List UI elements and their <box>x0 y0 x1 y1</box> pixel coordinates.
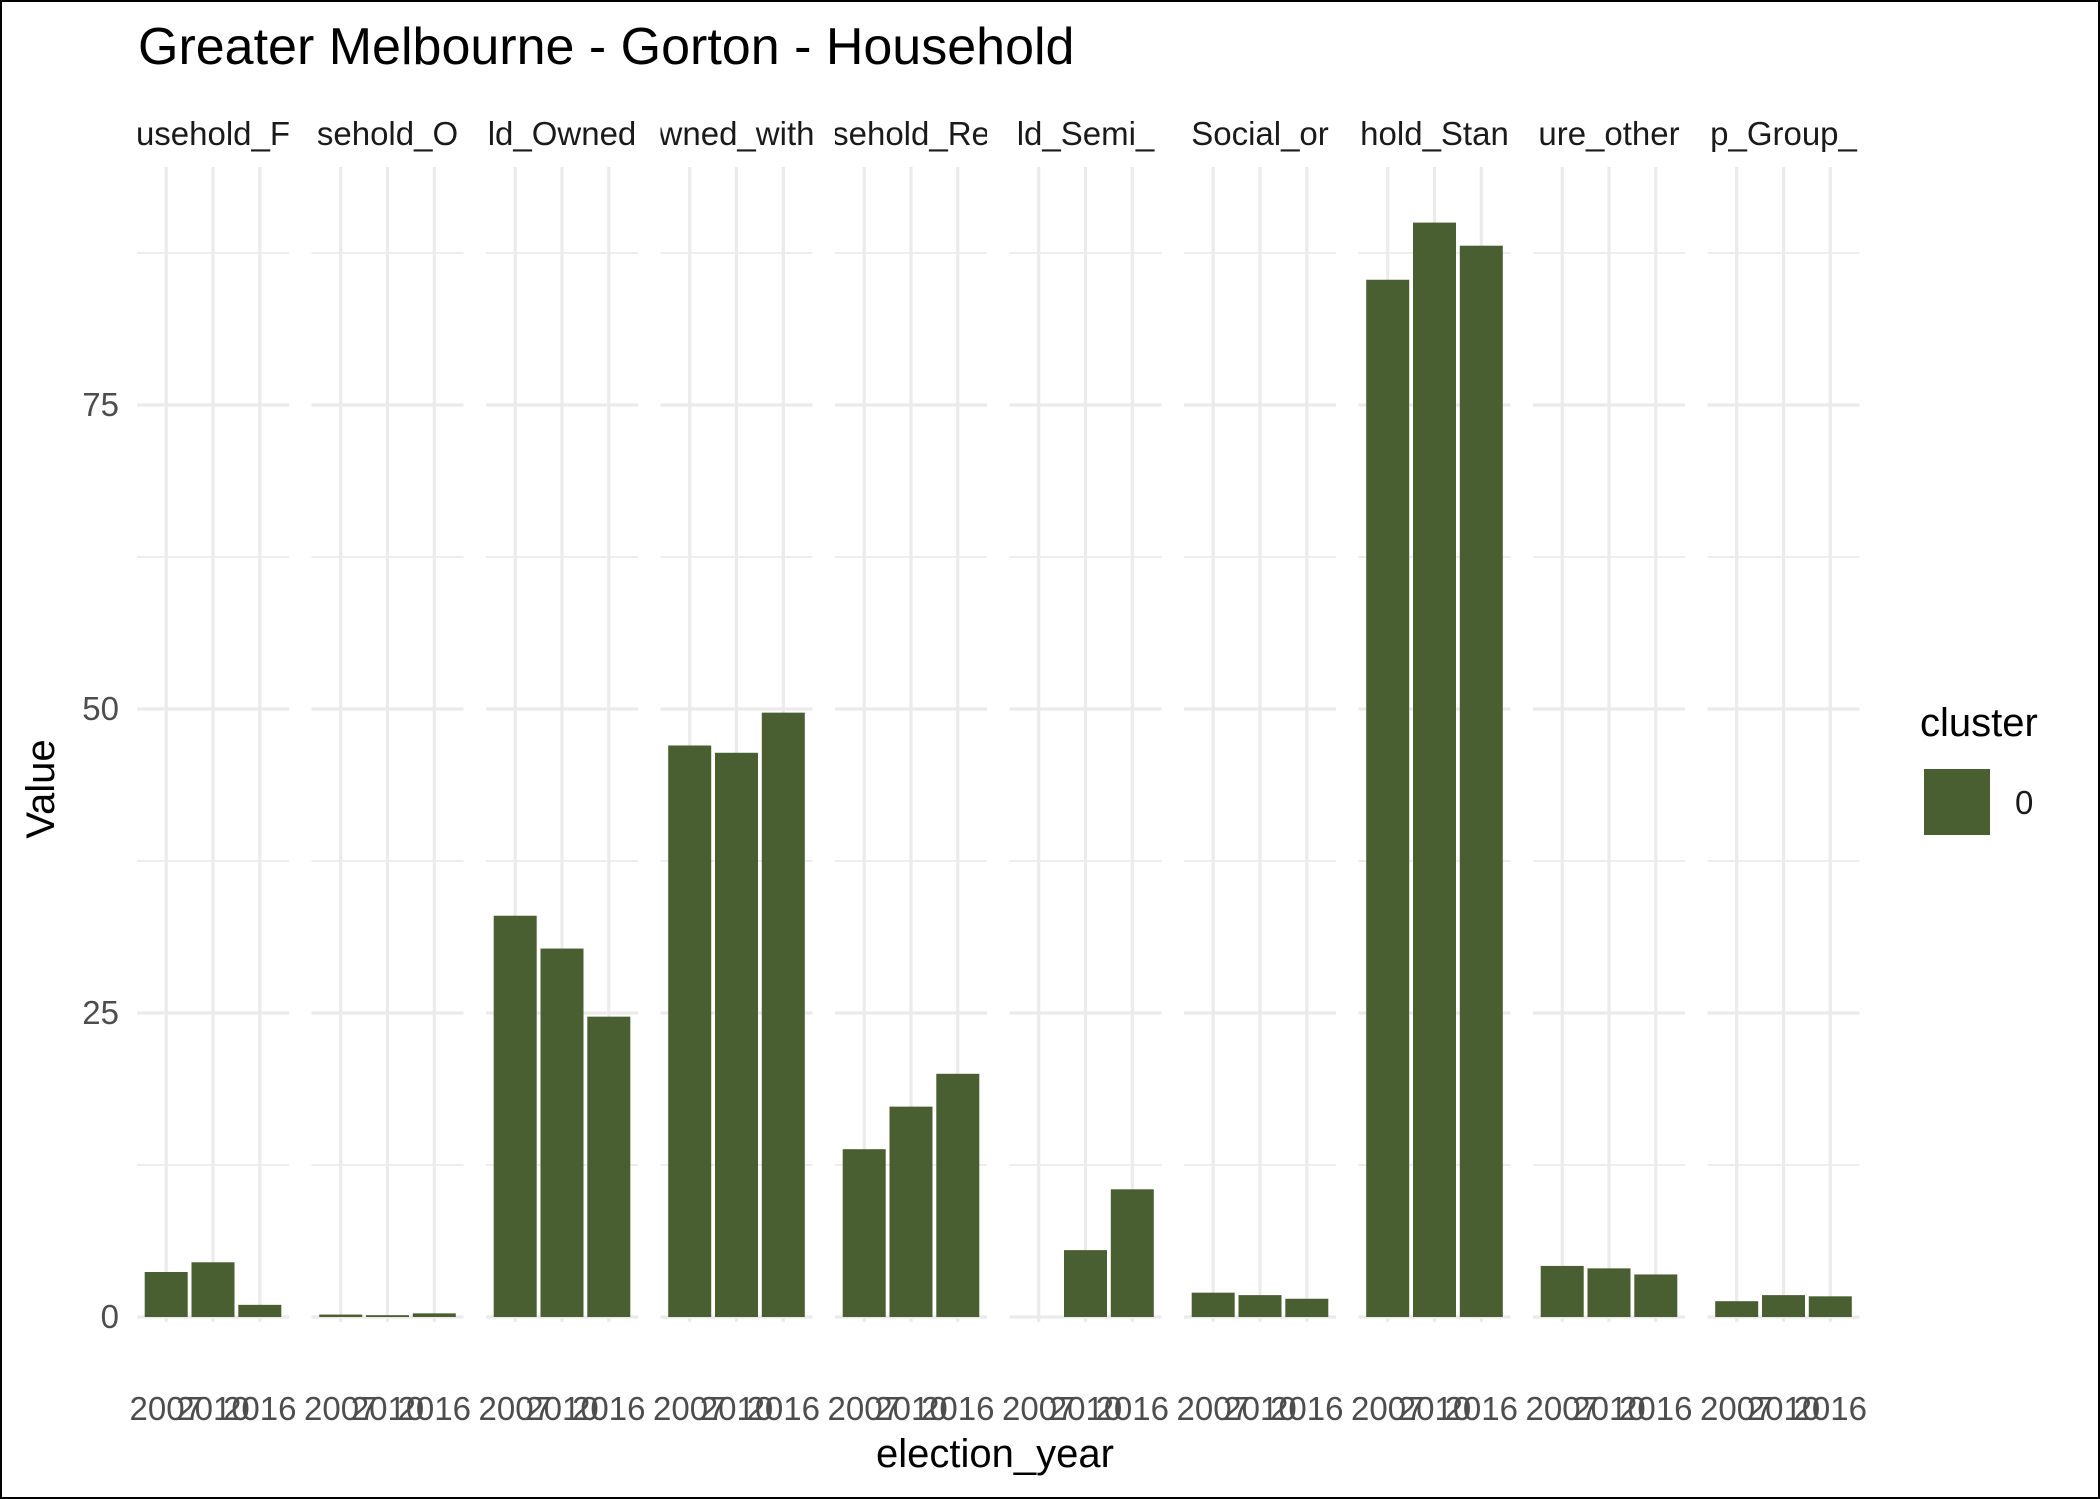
bar-usehold_F-2007 <box>144 1272 188 1317</box>
x-tick-label: 2007 <box>827 1390 900 1427</box>
chart-title: Greater Melbourne - Gorton - Household <box>138 18 1074 76</box>
x-tick-label: 2010 <box>1398 1390 1471 1427</box>
y-tick-label: 75 <box>82 386 119 423</box>
facet-label: ure_other <box>1538 115 1679 152</box>
facet-label: hold_Stan <box>1360 115 1509 152</box>
legend: cluster 0 <box>1920 701 2038 835</box>
x-tick-label: 2007 <box>1176 1390 1249 1427</box>
bar-sehold_O-2010 <box>366 1315 409 1317</box>
x-tick-label: 2007 <box>1700 1390 1773 1427</box>
x-tick-label: 2010 <box>525 1390 598 1427</box>
bar-sehold_Re-2016 <box>936 1073 980 1317</box>
bar-ure_other-2010 <box>1587 1268 1631 1317</box>
x-tick-label: 2010 <box>1747 1390 1820 1427</box>
bar-p_Group_-2010 <box>1762 1295 1805 1317</box>
bar-p_Group_-2007 <box>1715 1301 1759 1317</box>
x-tick-label: 2016 <box>747 1390 820 1427</box>
x-tick-label: 2016 <box>223 1390 296 1427</box>
bar-ld_Owned-2007 <box>493 915 537 1317</box>
bar-sehold_O-2007 <box>319 1314 363 1317</box>
bar-ld_Semi_-2010 <box>1064 1250 1107 1317</box>
legend-key-swatch <box>1924 769 1990 835</box>
legend-title: cluster <box>1920 701 2038 745</box>
facet-label: Social_or <box>1191 115 1329 152</box>
bar-Social_or-2010 <box>1238 1295 1282 1317</box>
facet-label: usehold_F <box>136 115 290 152</box>
bar-wned_with-2010 <box>715 752 758 1317</box>
x-tick-label: 2010 <box>1223 1390 1296 1427</box>
x-tick-label: 2016 <box>398 1390 471 1427</box>
x-tick-label: 2010 <box>700 1390 773 1427</box>
x-tick-label: 2016 <box>1794 1390 1867 1427</box>
bar-ld_Owned-2016 <box>587 1016 631 1317</box>
x-tick-label: 2007 <box>1002 1390 1075 1427</box>
facet-label: p_Group_ <box>1710 115 1857 152</box>
x-tick-label: 2007 <box>653 1390 726 1427</box>
x-tick-label: 2007 <box>478 1390 551 1427</box>
bar-wned_with-2007 <box>668 745 712 1317</box>
bar-sehold_Re-2010 <box>889 1106 933 1317</box>
x-tick-label: 2007 <box>304 1390 377 1427</box>
x-tick-label: 2010 <box>1049 1390 1122 1427</box>
bar-hold_Stan-2010 <box>1413 222 1456 1318</box>
facet-label: sehold_Re <box>832 115 990 152</box>
x-tick-label: 2010 <box>176 1390 249 1427</box>
x-tick-label: 2016 <box>1096 1390 1169 1427</box>
bars-layer <box>144 222 1852 1318</box>
y-tick-label: 50 <box>82 690 119 727</box>
y-tick-label: 0 <box>101 1298 119 1335</box>
bar-sehold_O-2016 <box>412 1313 456 1317</box>
bar-ld_Owned-2010 <box>540 948 584 1317</box>
bar-wned_with-2016 <box>761 712 805 1317</box>
bar-usehold_F-2010 <box>191 1262 235 1317</box>
bar-ure_other-2007 <box>1540 1265 1584 1317</box>
bar-Social_or-2007 <box>1191 1292 1235 1317</box>
x-tick-label: 2007 <box>1525 1390 1598 1427</box>
bar-usehold_F-2016 <box>238 1304 282 1317</box>
x-tick-label: 2010 <box>874 1390 947 1427</box>
facet-label: ld_Semi_ <box>1017 115 1155 152</box>
grid-layer <box>137 167 1860 1322</box>
bar-hold_Stan-2016 <box>1459 245 1503 1318</box>
bar-hold_Stan-2007 <box>1366 279 1410 1318</box>
x-tick-label: 2010 <box>351 1390 424 1427</box>
x-tick-label: 2007 <box>129 1390 202 1427</box>
facet-label: sehold_O <box>317 115 458 152</box>
bar-sehold_Re-2007 <box>842 1149 886 1317</box>
bar-ld_Semi_-2016 <box>1110 1189 1154 1317</box>
bar-p_Group_-2016 <box>1808 1296 1852 1317</box>
y-tick-label: 25 <box>82 994 119 1031</box>
x-tick-label: 2016 <box>1270 1390 1343 1427</box>
x-tick-label: 2007 <box>1351 1390 1424 1427</box>
x-axis-title: election_year <box>876 1432 1114 1476</box>
x-tick-label: 2016 <box>1619 1390 1692 1427</box>
x-tick-label: 2016 <box>572 1390 645 1427</box>
legend-label: 0 <box>2015 784 2033 821</box>
bar-ure_other-2016 <box>1634 1274 1678 1317</box>
bar-Social_or-2016 <box>1285 1298 1329 1317</box>
y-tick-labels: 0 25 50 75 <box>82 386 119 1335</box>
facet-label: ld_Owned <box>488 115 637 152</box>
facet-strip-labels: usehold_F sehold_O ld_Owned wned_with sehold… <box>136 115 1858 152</box>
x-tick-label: 2016 <box>1445 1390 1518 1427</box>
facet-label: wned_with <box>658 115 815 152</box>
x-tick-label: 2016 <box>921 1390 994 1427</box>
x-tick-label: 2010 <box>1572 1390 1645 1427</box>
y-axis-title: Value <box>19 739 63 838</box>
